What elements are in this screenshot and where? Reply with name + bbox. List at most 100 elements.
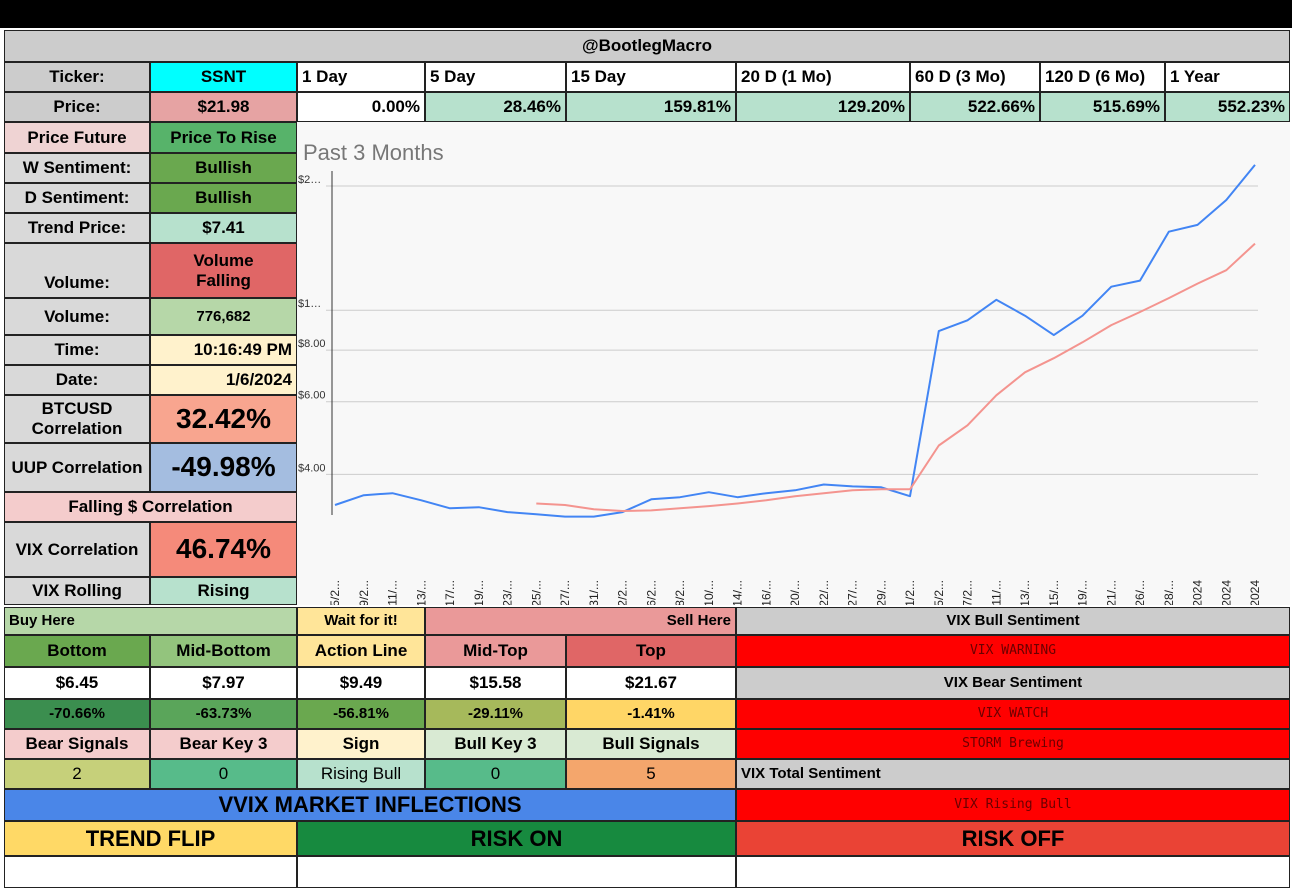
info-value: 10:16:49 PM: [150, 335, 297, 365]
y-tick-label: $4.00: [298, 462, 326, 474]
x-tick-label: 10/27/...: [558, 580, 572, 605]
x-tick-label: 12/21/...: [1104, 580, 1118, 605]
x-tick-label: 12/11/...: [989, 580, 1003, 605]
info-label: VIX Rolling: [4, 577, 150, 605]
info-value: 32.42%: [150, 395, 297, 443]
price-change: 129.20%: [736, 92, 910, 122]
period-header: 120 D (6 Mo): [1040, 62, 1165, 92]
ticker-label: Ticker:: [4, 62, 150, 92]
empty-cell: [4, 856, 297, 888]
info-value: 776,682: [150, 298, 297, 335]
level-header: Action Line: [297, 635, 425, 667]
level-pct: -70.66%: [4, 699, 150, 729]
period-header: 15 Day: [566, 62, 736, 92]
info-value: Price To Rise: [150, 122, 297, 153]
price-change: 515.69%: [1040, 92, 1165, 122]
x-tick-label: 11/10/...: [702, 580, 716, 605]
level-pct: -63.73%: [150, 699, 297, 729]
level-price: $21.67: [566, 667, 736, 699]
line-series: [334, 164, 1256, 518]
vix-title: VIX Bear Sentiment: [736, 667, 1290, 699]
x-tick-label: 10/23/...: [501, 580, 515, 605]
level-header: Top: [566, 635, 736, 667]
trend-flip: TREND FLIP: [4, 821, 297, 856]
x-tick-label: 12/26/...: [1133, 580, 1147, 605]
signal-value: 5: [566, 759, 736, 789]
price-change: 0.00%: [297, 92, 425, 122]
period-header: 1 Year: [1165, 62, 1290, 92]
y-tick-label: $8.00: [298, 338, 326, 350]
signal-header: Bull Key 3: [425, 729, 566, 759]
price-change: 552.23%: [1165, 92, 1290, 122]
info-value: 1/6/2024: [150, 365, 297, 395]
x-tick-label: 10/13/...: [414, 580, 428, 605]
signal-header: Bear Key 3: [150, 729, 297, 759]
empty-cell: [297, 856, 736, 888]
vix-title: VIX Total Sentiment: [736, 759, 1290, 789]
y-tick-label: $6.00: [298, 390, 326, 402]
x-tick-label: 10/31/...: [587, 580, 601, 605]
empty-cell: [736, 856, 1290, 888]
x-tick-label: 12/28/...: [1162, 580, 1176, 605]
x-tick-label: 1/4/2024: [1219, 580, 1233, 605]
vix-title: VIX Bull Sentiment: [736, 607, 1290, 635]
info-label: Volume:: [4, 298, 150, 335]
x-tick-label: 12/5/2...: [932, 580, 946, 605]
level-price: $15.58: [425, 667, 566, 699]
info-value: Bullish: [150, 183, 297, 213]
x-tick-label: 1/6/2024: [1248, 580, 1262, 605]
info-value: $7.41: [150, 213, 297, 243]
x-tick-label: 12/7/2...: [961, 580, 975, 605]
x-tick-label: 12/15/...: [1047, 580, 1061, 605]
x-tick-label: 11/22/...: [817, 580, 831, 605]
price-change: 28.46%: [425, 92, 566, 122]
price-change: 159.81%: [566, 92, 736, 122]
info-label: VIX Correlation: [4, 522, 150, 577]
x-tick-label: 10/25/...: [529, 580, 543, 605]
y-tick-label: $1…: [298, 298, 321, 310]
x-tick-label: 11/27/...: [846, 580, 860, 605]
x-tick-label: 10/17/...: [443, 580, 457, 605]
info-label: BTCUSD Correlation: [4, 395, 150, 443]
period-header: 5 Day: [425, 62, 566, 92]
inflections-title: VVIX MARKET INFLECTIONS: [4, 789, 736, 821]
level-pct: -56.81%: [297, 699, 425, 729]
info-value: Rising: [150, 577, 297, 605]
risk-on: RISK ON: [297, 821, 736, 856]
vix-status: VIX WARNING: [736, 635, 1290, 667]
x-tick-label: 10/11/...: [386, 580, 400, 605]
ticker-value: SSNT: [150, 62, 297, 92]
info-value: -49.98%: [150, 443, 297, 492]
info-label: Time:: [4, 335, 150, 365]
chart-bg: [297, 122, 1290, 605]
period-header: 1 Day: [297, 62, 425, 92]
info-value: Bullish: [150, 153, 297, 183]
info-label: UUP Correlation: [4, 443, 150, 492]
price-label: Price:: [4, 92, 150, 122]
x-tick-label: 12/13/...: [1018, 580, 1032, 605]
vix-status: VIX Rising Bull: [736, 789, 1290, 821]
signal-value: 0: [150, 759, 297, 789]
x-tick-label: 10/9/2...: [357, 580, 371, 605]
signal-header: Sign: [297, 729, 425, 759]
level-price: $7.97: [150, 667, 297, 699]
signal-value: 0: [425, 759, 566, 789]
top-bar: [0, 0, 1292, 28]
x-tick-label: 12/1/2...: [903, 580, 917, 605]
level-header: Mid-Bottom: [150, 635, 297, 667]
info-label: D Sentiment:: [4, 183, 150, 213]
chart: Past 3 Months $2… $1… $8.00 $6.00 $4.00 10/5/…: [297, 122, 1290, 605]
price-change: 522.66%: [910, 92, 1040, 122]
wait: Wait for it!: [297, 607, 425, 635]
x-tick-label: 11/2/2...: [616, 580, 630, 605]
period-header: 60 D (3 Mo): [910, 62, 1040, 92]
y-tick-label: $2…: [298, 174, 321, 186]
level-header: Bottom: [4, 635, 150, 667]
buy-here: Buy Here: [4, 607, 297, 635]
level-price: $6.45: [4, 667, 150, 699]
info-label: Trend Price:: [4, 213, 150, 243]
info-label: Volume:: [4, 243, 150, 298]
level-price: $9.49: [297, 667, 425, 699]
header-title: @BootlegMacro: [4, 30, 1290, 62]
